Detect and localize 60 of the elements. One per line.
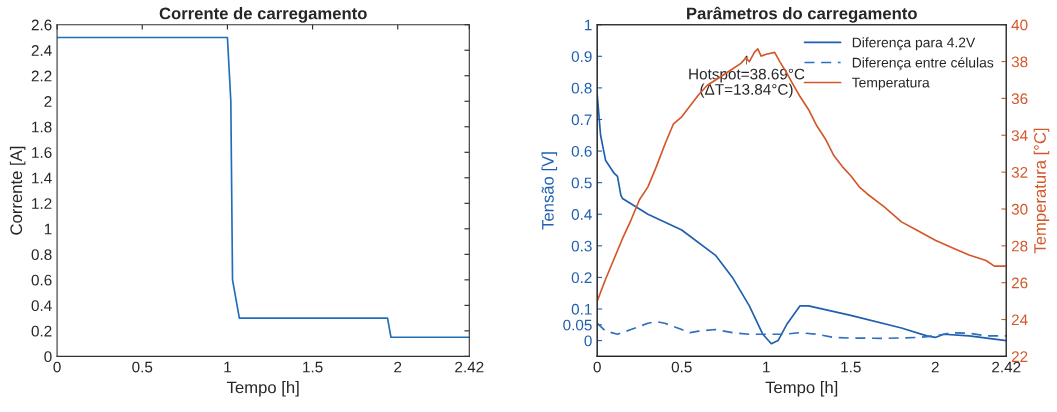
y-tick-label: 0.4 (31, 300, 52, 312)
y-tick-label: 0.9 (571, 51, 592, 62)
x-axis-title: Tempo [h] (226, 381, 299, 397)
y-tick-label: 0.8 (31, 249, 52, 261)
y-axis-title: Corrente [A] (9, 146, 26, 235)
y-tick-label: 2.2 (31, 70, 52, 82)
y2-tick-label: 24 (1011, 314, 1028, 326)
x-tick-label: 1 (763, 361, 770, 373)
y-tick-label: 2.6 (31, 19, 52, 31)
y2-tick-label: 40 (1011, 19, 1028, 31)
y-tick-label: 0.5 (571, 177, 592, 189)
x-tick-label: 0 (53, 361, 61, 373)
y2-tick-label: 28 (1011, 240, 1028, 252)
y2-tick-label: 26 (1011, 277, 1028, 289)
y-tick-label: 0.2 (31, 325, 52, 337)
x-tick-label: 2.42 (455, 361, 484, 373)
legend-label: Temperatura (852, 77, 930, 91)
y-tick-label: 1.6 (32, 147, 52, 158)
y-tick-label: 0.8 (571, 82, 592, 94)
y-tick-label: 0.4 (571, 209, 592, 220)
x-tick-label: 0.5 (671, 361, 692, 373)
y-tick-label: 0 (584, 335, 592, 347)
x-tick-label: 1.5 (841, 361, 861, 373)
y-tick-label: 0.6 (571, 145, 592, 157)
y-tick-label: 2.4 (31, 45, 52, 56)
y2-tick-label: 34 (1011, 130, 1028, 141)
y-tick-label: 1.4 (32, 172, 52, 184)
y-tick-label: 1.8 (32, 121, 52, 133)
y-tick-label: 2 (44, 96, 52, 107)
y-tick-label: 0.6 (31, 274, 52, 286)
chart-title: Corrente de carregamento (159, 7, 367, 23)
line-series (597, 320, 1007, 340)
y-tick-label: 0.1 (571, 303, 592, 315)
y-tick-label: 0.05 (563, 319, 592, 331)
y-tick-label: 0.7 (571, 114, 592, 126)
x-tick-label: 2 (394, 361, 402, 373)
x-tick-label: 2.42 (992, 361, 1021, 373)
x-tick-label: 2 (931, 361, 939, 373)
y2-tick-label: 30 (1011, 203, 1028, 215)
y-tick-label: 1 (44, 223, 52, 235)
y-tick-label: 0.2 (571, 272, 592, 284)
y2-axis-title: Temperatura [°C] (1033, 128, 1050, 254)
x-tick-label: 1.5 (303, 361, 323, 373)
y-tick-label: 1 (585, 19, 592, 31)
y-tick-label: 0 (44, 351, 52, 363)
legend-label: Diferença para 4.2V (852, 37, 976, 51)
chart-title: Parâmetros do carregamento (687, 6, 917, 23)
line-series (57, 36, 470, 339)
y2-tick-label: 32 (1011, 166, 1028, 178)
y2-tick-label: 22 (1011, 351, 1028, 362)
y2-tick-label: 38 (1011, 56, 1028, 68)
y2-tick-label: 36 (1011, 93, 1028, 105)
x-tick-label: 1 (224, 361, 231, 373)
legend-label: Diferença entre células (852, 57, 994, 71)
y-tick-label: 1.2 (32, 198, 52, 209)
y-tick-label: 0.3 (571, 240, 592, 252)
x-tick-label: 0 (593, 361, 601, 373)
x-tick-label: 0.5 (132, 361, 153, 373)
x-axis-title: Tempo [h] (765, 381, 838, 397)
y-axis-title: Tensão [V] (541, 152, 558, 230)
